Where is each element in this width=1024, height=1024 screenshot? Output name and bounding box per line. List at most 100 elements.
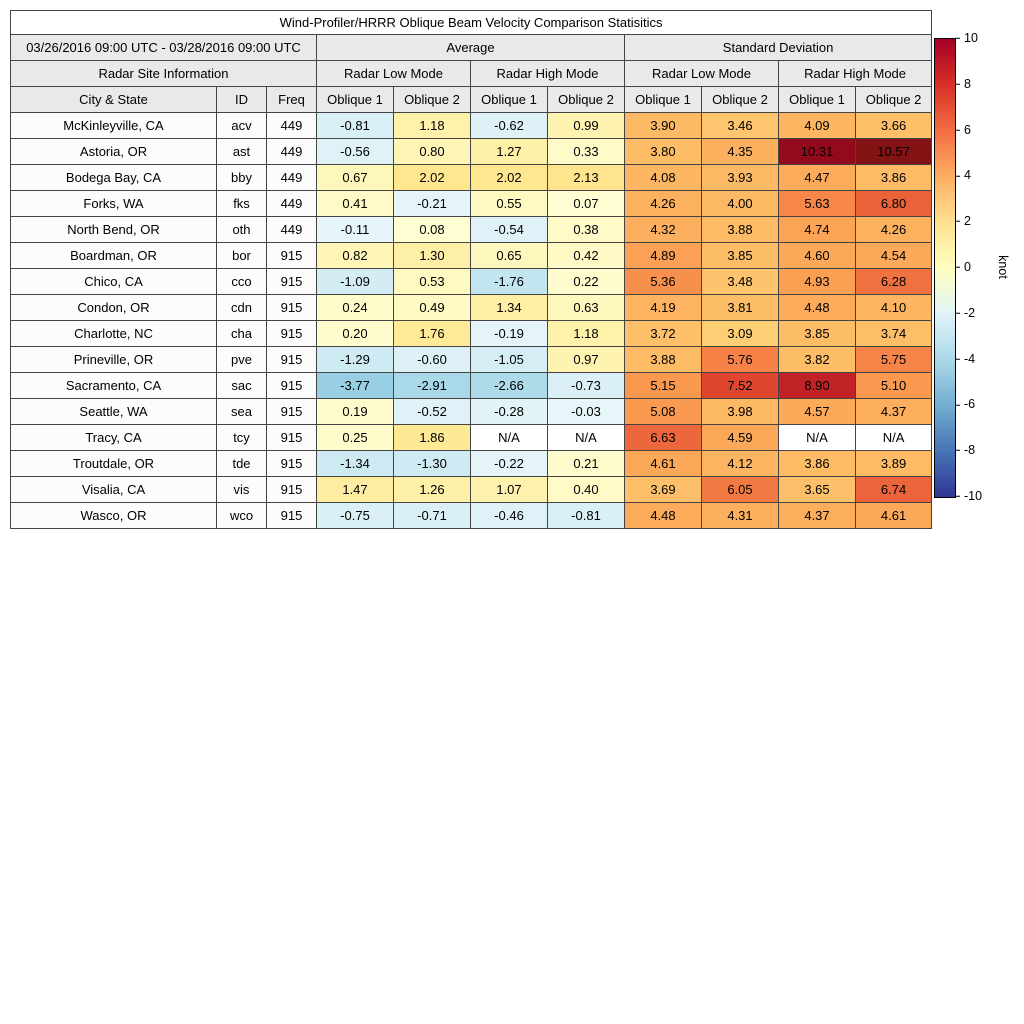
table-row: Sacramento, CA sac 915 -3.77 -2.91 -2.66 -0.73… [10,372,933,399]
value-cell: -0.19 [470,320,548,347]
value-cell: 3.69 [624,476,702,503]
value-cell: 3.93 [701,164,779,191]
cell-freq: 915 [266,294,317,321]
value-cell: 0.08 [393,216,471,243]
cell-city: North Bend, OR [10,216,217,243]
cell-city: Seattle, WA [10,398,217,425]
value-cell: 1.86 [393,424,471,451]
value-cell: 3.88 [701,216,779,243]
value-cell: 4.00 [701,190,779,217]
value-cell: 4.08 [624,164,702,191]
cell-city: Boardman, OR [10,242,217,269]
value-cell: 0.07 [547,190,625,217]
value-cell: -1.30 [393,450,471,477]
table-row: Bodega Bay, CA bby 449 0.67 2.02 2.02 2.13 4.08… [10,164,933,191]
value-cell: -0.52 [393,398,471,425]
value-cell: 4.26 [854,216,933,243]
column-header: Oblique 2 [701,86,779,113]
title-row: Wind-Profiler/HRRR Oblique Beam Velocity… [9,10,933,35]
value-cell: 8.90 [778,372,856,399]
cell-id: sea [216,398,267,425]
column-header-row: City & State ID Freq Oblique 1 Oblique 2 Obli… [10,86,933,113]
value-cell: 3.48 [701,268,779,295]
value-cell: -0.28 [470,398,548,425]
value-cell: -0.22 [470,450,548,477]
value-cell: 0.67 [316,164,394,191]
value-cell: -0.81 [316,112,394,139]
value-cell: 3.85 [778,320,856,347]
table-row: Prineville, OR pve 915 -1.29 -0.60 -1.05 0.97 3… [10,346,933,373]
cell-freq: 915 [266,502,317,529]
value-cell: 1.30 [393,242,471,269]
column-header: Oblique 2 [393,86,471,113]
value-cell: -0.54 [470,216,548,243]
value-cell: 4.31 [701,502,779,529]
value-cell: N/A [778,424,856,451]
mode-header-high-avg: Radar High Mode [470,60,625,87]
value-cell: 2.02 [393,164,471,191]
cell-freq: 915 [266,268,317,295]
value-cell: -3.77 [316,372,394,399]
value-cell: -0.46 [470,502,548,529]
cell-id: tde [216,450,267,477]
value-cell: 3.74 [854,320,933,347]
value-cell: 3.89 [854,450,933,477]
value-cell: 0.19 [316,398,394,425]
value-cell: 3.85 [701,242,779,269]
value-cell: 0.25 [316,424,394,451]
table-row: Troutdale, OR tde 915 -1.34 -1.30 -0.22 0.21 4.… [10,450,933,477]
cell-city: Troutdale, OR [10,450,217,477]
value-cell: 6.63 [624,424,702,451]
value-cell: 3.90 [624,112,702,139]
cell-city: Tracy, CA [10,424,217,451]
value-cell: 3.81 [701,294,779,321]
value-cell: 0.49 [393,294,471,321]
value-cell: 1.26 [393,476,471,503]
cell-city: McKinleyville, CA [10,112,217,139]
figure-title: Wind-Profiler/HRRR Oblique Beam Velocity… [9,10,933,35]
value-cell: 4.48 [778,294,856,321]
value-cell: 0.63 [547,294,625,321]
colorbar-tick-label: 8 [955,76,971,91]
colorbar-tick-label: 10 [955,30,978,45]
column-header: Oblique 2 [547,86,625,113]
cell-id: bor [216,242,267,269]
value-cell: 6.05 [701,476,779,503]
group-header-row: 03/26/2016 09:00 UTC - 03/28/2016 09:00 … [10,34,933,61]
colorbar-tick-label: -8 [954,442,976,457]
value-cell: 3.88 [624,346,702,373]
cell-freq: 915 [266,450,317,477]
value-cell: 5.15 [624,372,702,399]
value-cell: -2.91 [393,372,471,399]
value-cell: 1.18 [393,112,471,139]
value-cell: 7.52 [701,372,779,399]
cell-city: Forks, WA [10,190,217,217]
site-info-header: Radar Site Information [10,60,317,87]
value-cell: 4.74 [778,216,856,243]
cell-id: wco [216,502,267,529]
column-header: Oblique 1 [778,86,856,113]
value-cell: 4.32 [624,216,702,243]
value-cell: -0.81 [547,502,625,529]
value-cell: 0.65 [470,242,548,269]
value-cell: -0.60 [393,346,471,373]
column-header: City & State [10,86,217,113]
column-header: Oblique 1 [624,86,702,113]
colorbar-tick-label: -4 [954,351,976,366]
value-cell: 0.82 [316,242,394,269]
value-cell: 1.47 [316,476,394,503]
value-cell: -1.76 [470,268,548,295]
value-cell: N/A [547,424,625,451]
column-header: Oblique 2 [854,86,933,113]
table-row: Condon, OR cdn 915 0.24 0.49 1.34 0.63 4.19 3.81… [10,294,933,321]
colorbar-ticks: 10 8 6 4 2 0 -2 -4 -6 -8 -10 [954,32,992,502]
cell-freq: 915 [266,476,317,503]
value-cell: -1.29 [316,346,394,373]
table-row: Forks, WA fks 449 0.41 -0.21 0.55 0.07 4.26 4.00… [10,190,933,217]
cell-freq: 449 [266,190,317,217]
value-cell: 4.89 [624,242,702,269]
cell-id: cha [216,320,267,347]
value-cell: 1.18 [547,320,625,347]
cell-city: Wasco, OR [10,502,217,529]
date-range: 03/26/2016 09:00 UTC - 03/28/2016 09:00 … [10,34,317,61]
